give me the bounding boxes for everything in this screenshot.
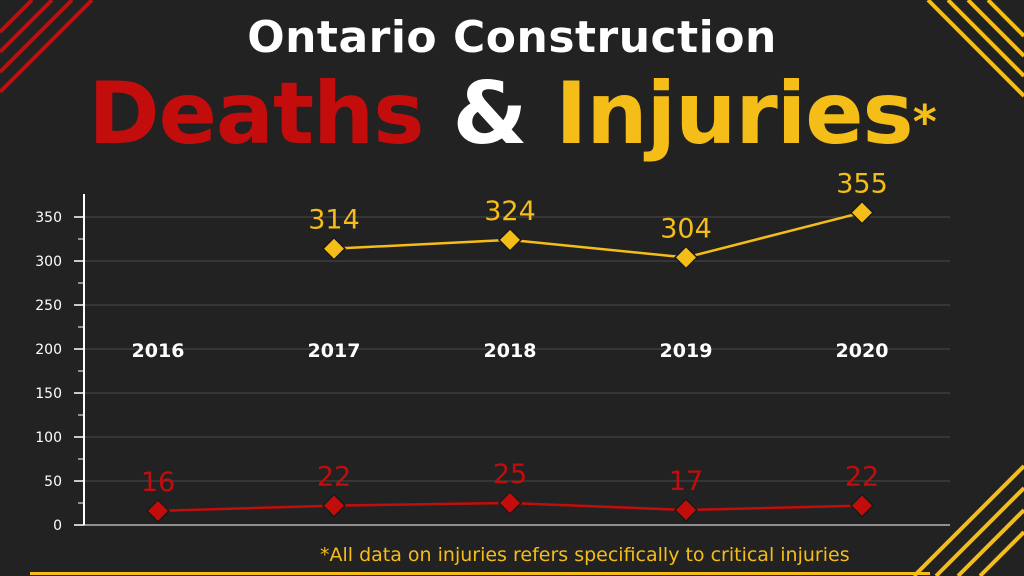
data-point-deaths bbox=[321, 493, 347, 518]
y-tick-label: 250 bbox=[35, 298, 62, 314]
y-tick-label: 0 bbox=[53, 518, 62, 534]
data-label-deaths: 22 bbox=[317, 462, 351, 493]
data-label-injuries: 304 bbox=[660, 213, 712, 244]
bottom-edge-line bbox=[30, 572, 930, 575]
data-point-deaths bbox=[145, 498, 171, 523]
data-point-injuries bbox=[321, 236, 347, 261]
data-label-deaths: 16 bbox=[141, 467, 175, 498]
y-tick-label: 50 bbox=[44, 474, 62, 490]
data-label-injuries: 324 bbox=[484, 196, 536, 227]
data-label-injuries: 355 bbox=[836, 169, 888, 200]
data-label-deaths: 22 bbox=[845, 462, 879, 493]
corner-stripes-top-left bbox=[0, 0, 94, 94]
corner-stripes-top-right bbox=[926, 0, 1024, 98]
x-category-label: 2016 bbox=[132, 340, 185, 362]
title-injuries: Injuries bbox=[555, 64, 913, 164]
data-point-injuries bbox=[673, 245, 699, 270]
title-ampersand: & bbox=[452, 64, 527, 164]
y-tick-label: 350 bbox=[35, 210, 62, 226]
y-tick-label: 200 bbox=[35, 342, 62, 358]
data-point-deaths bbox=[849, 493, 875, 518]
x-category-label: 2019 bbox=[660, 340, 713, 362]
x-category-label: 2017 bbox=[308, 340, 361, 362]
y-tick-label: 150 bbox=[35, 386, 62, 402]
x-category-label: 2018 bbox=[484, 340, 537, 362]
data-point-injuries bbox=[849, 200, 875, 225]
title-asterisk: * bbox=[912, 95, 937, 149]
series-line-injuries bbox=[333, 211, 863, 259]
title-line-2: Deaths & Injuries* bbox=[0, 66, 1024, 162]
data-label-deaths: 17 bbox=[669, 466, 703, 497]
y-tick-label: 100 bbox=[35, 430, 62, 446]
x-category-label: 2020 bbox=[836, 340, 889, 362]
data-point-deaths bbox=[497, 490, 523, 516]
y-tick-label: 300 bbox=[35, 254, 62, 270]
data-label-deaths: 25 bbox=[493, 459, 527, 490]
data-label-injuries: 314 bbox=[308, 205, 360, 236]
data-point-injuries bbox=[497, 227, 523, 252]
data-point-deaths bbox=[673, 497, 699, 523]
title-deaths: Deaths bbox=[88, 64, 424, 164]
corner-stripes-bottom-right bbox=[912, 464, 1024, 576]
title-line-1: Ontario Construction bbox=[247, 12, 777, 63]
footnote: *All data on injuries refers specificall… bbox=[320, 544, 850, 566]
